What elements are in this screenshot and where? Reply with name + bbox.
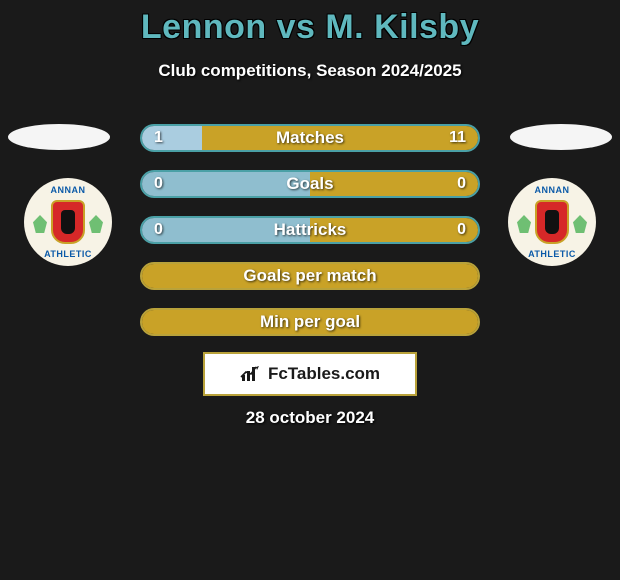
bar-chart-icon [240,365,262,383]
stat-row: Matches111 [140,124,480,152]
subtitle: Club competitions, Season 2024/2025 [0,61,620,81]
stat-row: Goals per match [140,262,480,290]
stat-label: Goals [142,174,478,194]
brand-box[interactable]: FcTables.com [203,352,417,396]
date-stamp: 28 october 2024 [0,408,620,428]
club-badge-inner: ANNAN ATHLETIC [511,181,593,263]
club-badge-inner: ANNAN ATHLETIC [27,181,109,263]
stat-label: Matches [142,128,478,148]
page-title: Lennon vs M. Kilsby [0,0,620,47]
stat-row: Min per goal [140,308,480,336]
badge-text-bottom: ATHLETIC [511,249,593,259]
badge-text-top: ANNAN [511,185,593,195]
thistle-icon [33,215,47,233]
brand-text: FcTables.com [268,364,380,384]
stat-value-left: 0 [154,221,163,239]
stat-row: Hattricks0 0 [140,216,480,244]
thistle-icon [89,215,103,233]
stat-label: Goals per match [142,266,478,286]
stat-value-left: 0 [154,175,163,193]
stat-label: Min per goal [142,312,478,332]
badge-text-top: ANNAN [27,185,109,195]
badge-text-bottom: ATHLETIC [27,249,109,259]
stat-value-right: 0 [457,221,466,239]
stat-value-left: 1 [154,129,163,147]
stat-row: Goals0 0 [140,170,480,198]
shield-icon [535,200,569,244]
stat-value-right: 0 [457,175,466,193]
thistle-icon [517,215,531,233]
comparison-card: Lennon vs M. Kilsby Club competitions, S… [0,0,620,580]
club-badge-left: ANNAN ATHLETIC [24,178,112,266]
player-avatar-left [8,124,110,150]
shield-icon [51,200,85,244]
player-avatar-right [510,124,612,150]
stat-bars: Matches111Goals00Hattricks00Goals per ma… [140,124,480,354]
club-badge-right: ANNAN ATHLETIC [508,178,596,266]
thistle-icon [573,215,587,233]
stat-value-right: 11 [449,129,466,147]
stat-label: Hattricks [142,220,478,240]
